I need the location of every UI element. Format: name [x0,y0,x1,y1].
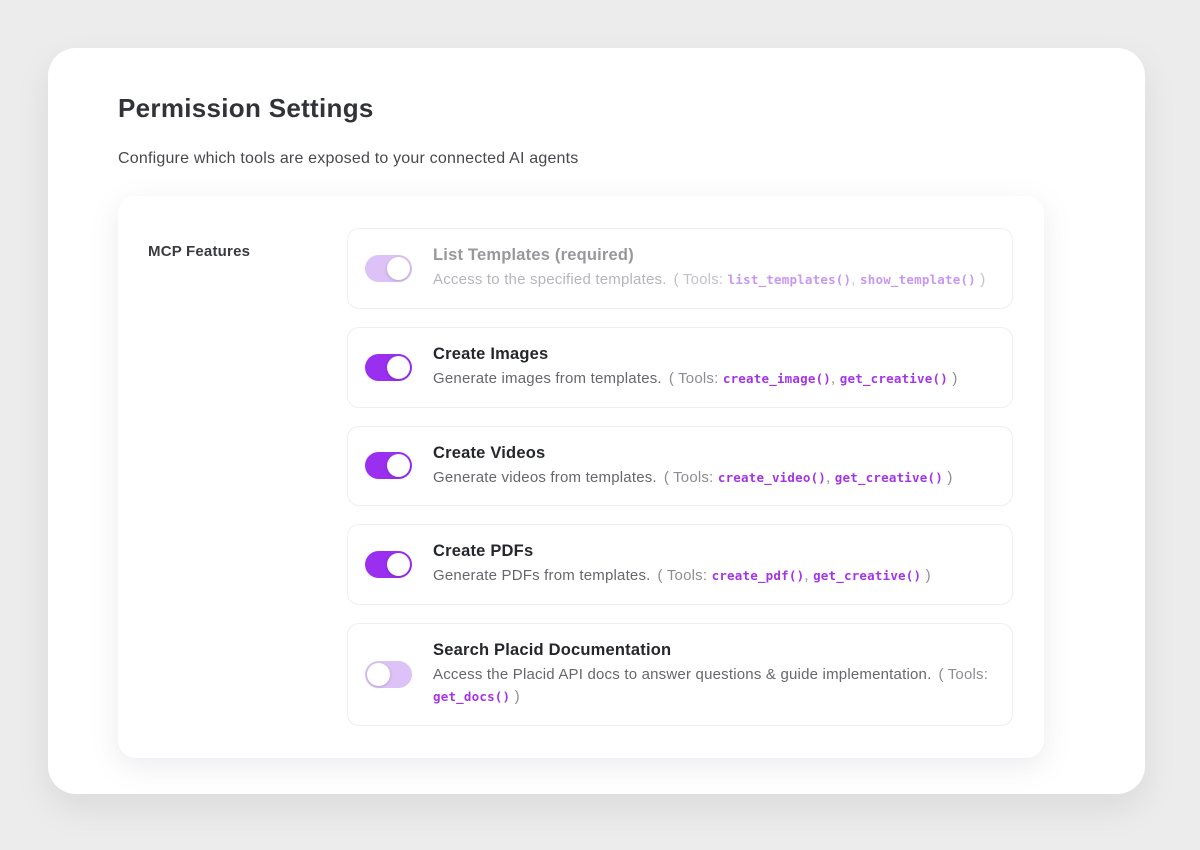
tools-open-paren: ( Tools: [938,666,989,683]
feature-tools: ( Tools: create_image(), get_creative() … [669,370,958,387]
feature-texts: Search Placid Documentation Access the P… [433,641,992,708]
tool-name-code: list_templates() [727,272,852,287]
feature-toggle[interactable] [365,254,412,282]
feature-texts: List Templates (required) Access to the … [433,246,992,291]
toggle-knob [367,662,390,686]
tools-separator: , [826,468,835,486]
tool-name-code: create_video() [717,469,827,485]
feature-title: List Templates (required) [433,246,634,264]
tools-close-paren: ) [921,567,931,585]
tool-name-code: get_creative() [834,469,943,485]
tool-name-code: create_pdf() [711,568,805,584]
tools-open-paren: ( Tools: [673,271,728,288]
feature-title: Create Videos [433,443,546,462]
mcp-features-panel: MCP Features List Templates (required) A… [118,196,1044,758]
toggle-knob [387,256,410,280]
feature-description-text: Generate images from templates. [433,369,662,387]
tool-name-code: get_docs() [433,688,511,704]
page-subtitle: Configure which tools are exposed to you… [118,150,579,167]
page-title: Permission Settings [118,93,374,123]
feature-toggle[interactable] [365,660,412,688]
tool-name-code: get_creative() [839,370,948,386]
tools-open-paren: ( Tools: [657,567,712,585]
feature-toggle[interactable] [365,353,412,381]
feature-tools: ( Tools: list_templates(), show_template… [674,271,986,288]
tools-open-paren: ( Tools: [668,369,723,387]
tool-name-code: get_creative() [813,568,922,584]
feature-description: Generate images from templates. ( Tools: … [433,368,992,390]
feature-list: List Templates (required) Access to the … [347,228,1013,726]
toggle-knob [387,355,410,379]
feature-description: Access the Placid API docs to answer que… [433,664,992,708]
feature-title: Search Placid Documentation [433,641,672,659]
tools-close-paren: ) [510,687,520,705]
feature-description-text: Access the Placid API docs to answer que… [433,666,932,683]
feature-description: Generate videos from templates. ( Tools: … [433,467,992,489]
feature-description-text: Access to the specified templates. [433,271,667,288]
feature-tools: ( Tools: create_pdf(), get_creative() ) [658,567,931,584]
feature-tools: ( Tools: create_video(), get_creative() … [664,469,953,486]
tool-name-code: create_image() [722,370,832,386]
feature-texts: Create PDFs Generate PDFs from templates… [433,542,992,587]
feature-title: Create PDFs [433,542,534,561]
feature-description: Generate PDFs from templates. ( Tools: cr… [433,565,992,587]
feature-row: Create Images Generate images from templ… [347,326,1013,408]
feature-texts: Create Videos Generate videos from templ… [433,444,992,489]
tools-close-paren: ) [947,369,958,387]
tools-separator: , [851,271,861,288]
tools-close-paren: ) [942,468,953,486]
section-label-mcp-features: MCP Features [148,243,251,260]
tool-name-code: show_template() [860,272,976,287]
feature-row: Create PDFs Generate PDFs from templates… [347,524,1013,605]
feature-toggle[interactable] [365,551,412,579]
feature-toggle[interactable] [365,452,412,480]
feature-row: Search Placid Documentation Access the P… [347,623,1013,726]
toggle-knob [387,454,410,478]
tools-separator: , [804,567,814,585]
feature-description-text: Generate videos from templates. [433,468,657,486]
feature-texts: Create Images Generate images from templ… [433,345,992,390]
feature-row: Create Videos Generate videos from templ… [347,425,1013,507]
tools-close-paren: ) [975,271,986,288]
feature-title: Create Images [433,344,549,363]
tools-separator: , [831,369,840,387]
toggle-knob [387,553,410,577]
feature-tools: ( Tools: get_docs() ) [433,666,988,705]
feature-description: Access to the specified templates. ( Tool… [433,269,992,291]
feature-row: List Templates (required) Access to the … [347,228,1013,309]
tools-open-paren: ( Tools: [663,468,718,486]
settings-card: Permission Settings Configure which tool… [48,48,1145,794]
feature-description-text: Generate PDFs from templates. [433,567,651,585]
